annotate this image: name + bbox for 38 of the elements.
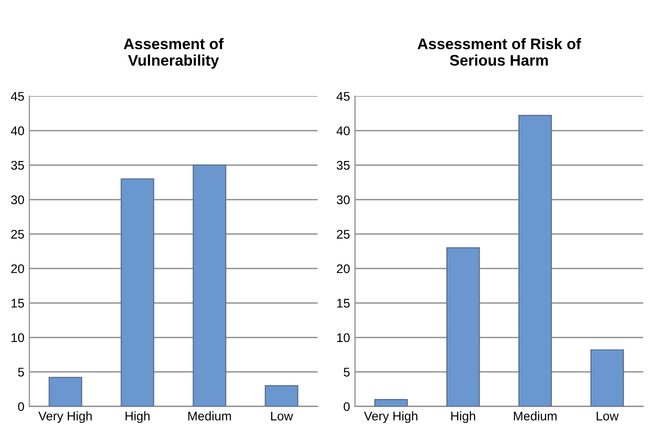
x-tick-label: High	[451, 411, 476, 423]
x-tick-label: Very High	[38, 411, 92, 423]
y-tick-label: 35	[11, 160, 24, 170]
y-tick-label: 35	[336, 160, 350, 170]
y-tick-label: 0	[18, 402, 24, 412]
x-tick-label: Medium	[514, 411, 557, 420]
y-tick-label: 5	[18, 368, 24, 377]
bar	[192, 164, 226, 406]
y-tick-label: 0	[344, 402, 350, 412]
y-tick-label: 30	[336, 195, 350, 204]
y-tick-label: 20	[11, 264, 24, 274]
y-tick-label: 25	[336, 230, 350, 239]
bar	[518, 114, 552, 406]
bar	[374, 398, 408, 406]
y-tick-label: 45	[10, 92, 24, 101]
y-tick-label: 10	[337, 333, 350, 342]
y-tick-label: 5	[344, 368, 350, 377]
y-tick-label: 15	[337, 298, 350, 308]
x-tick-label: High	[126, 411, 150, 423]
x-tick-label: Medium	[188, 411, 231, 420]
y-tick-label: 25	[11, 230, 24, 239]
y-tick-label: 20	[336, 264, 350, 274]
y-tick-label: 45	[336, 92, 350, 101]
x-tick-label: Low	[596, 412, 619, 420]
x-tick-label: Very High	[364, 411, 418, 423]
chart-title: Assesment of Vulnerability	[124, 38, 224, 69]
y-tick-label: 40	[336, 126, 350, 136]
chart-title: Assessment of Risk of Serious Harm	[418, 38, 582, 66]
y-tick-label: 30	[11, 195, 24, 204]
bar	[120, 178, 154, 406]
bar	[48, 376, 82, 406]
y-tick-label: 10	[12, 333, 24, 342]
y-tick-label: 40	[10, 126, 24, 136]
bar	[590, 349, 624, 406]
x-tick-label: Low	[271, 412, 294, 420]
bar	[446, 247, 480, 406]
y-tick-label: 15	[12, 298, 24, 308]
bar	[264, 385, 298, 406]
